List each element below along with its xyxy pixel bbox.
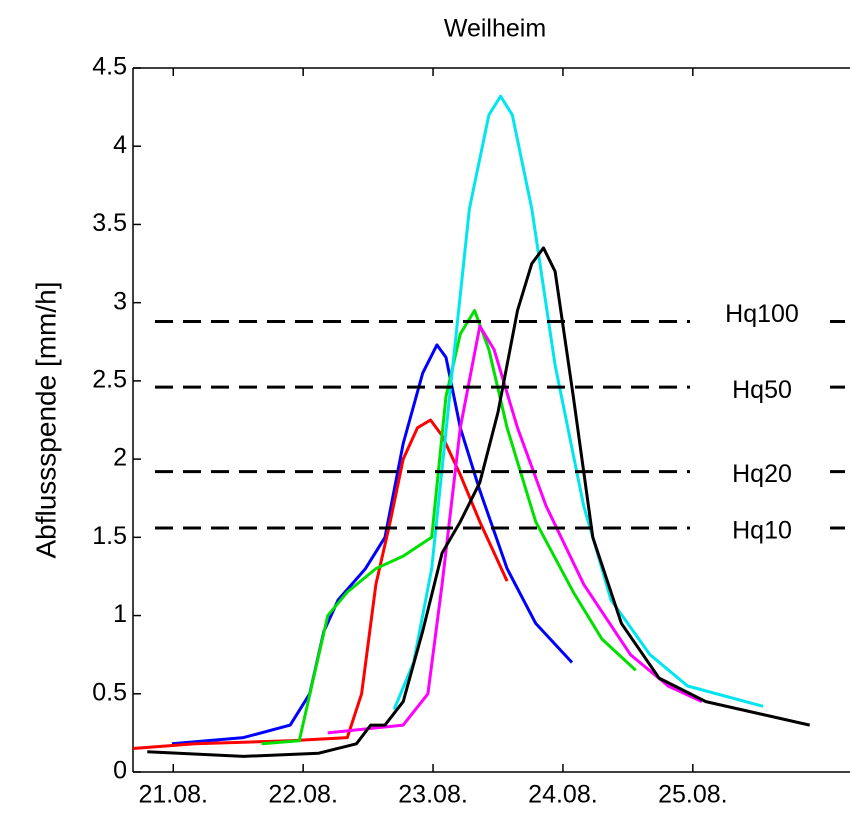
data-line bbox=[261, 309, 637, 746]
y-tick-label: 4 bbox=[113, 131, 127, 159]
y-tick-label: 4.5 bbox=[92, 53, 127, 81]
x-tick-label: 22.08. bbox=[268, 781, 338, 809]
threshold-label-bg bbox=[690, 357, 830, 414]
y-tick-label: 0.5 bbox=[92, 678, 127, 706]
threshold-label: Hq10 bbox=[732, 517, 792, 545]
data-line bbox=[392, 94, 764, 710]
x-tick-label: 24.08. bbox=[528, 781, 598, 809]
chart-title: Weilheim bbox=[444, 15, 546, 43]
y-tick-label: 3 bbox=[113, 287, 127, 315]
y-tick-label: 2.5 bbox=[92, 365, 127, 393]
y-tick-label: 3.5 bbox=[92, 209, 127, 237]
threshold-label: Hq100 bbox=[725, 300, 799, 328]
y-tick-label: 2 bbox=[113, 444, 127, 472]
y-tick-label: 0 bbox=[113, 757, 127, 785]
y-tick-label: 1.5 bbox=[92, 522, 127, 550]
threshold-label-bg bbox=[690, 497, 830, 554]
x-tick-label: 25.08. bbox=[658, 781, 728, 809]
y-tick-label: 1 bbox=[113, 600, 127, 628]
threshold-label-bg bbox=[690, 291, 830, 348]
y-axis-label: Abflussspende [mm/h] bbox=[30, 281, 61, 558]
x-tick-label: 21.08. bbox=[139, 781, 209, 809]
data-line bbox=[147, 246, 811, 758]
threshold-label-bg bbox=[690, 441, 830, 498]
threshold-label: Hq20 bbox=[732, 460, 792, 488]
threshold-label: Hq50 bbox=[732, 376, 792, 404]
data-line bbox=[132, 418, 509, 750]
data-line bbox=[171, 343, 574, 746]
data-line bbox=[327, 324, 703, 735]
x-tick-label: 23.08. bbox=[398, 781, 468, 809]
